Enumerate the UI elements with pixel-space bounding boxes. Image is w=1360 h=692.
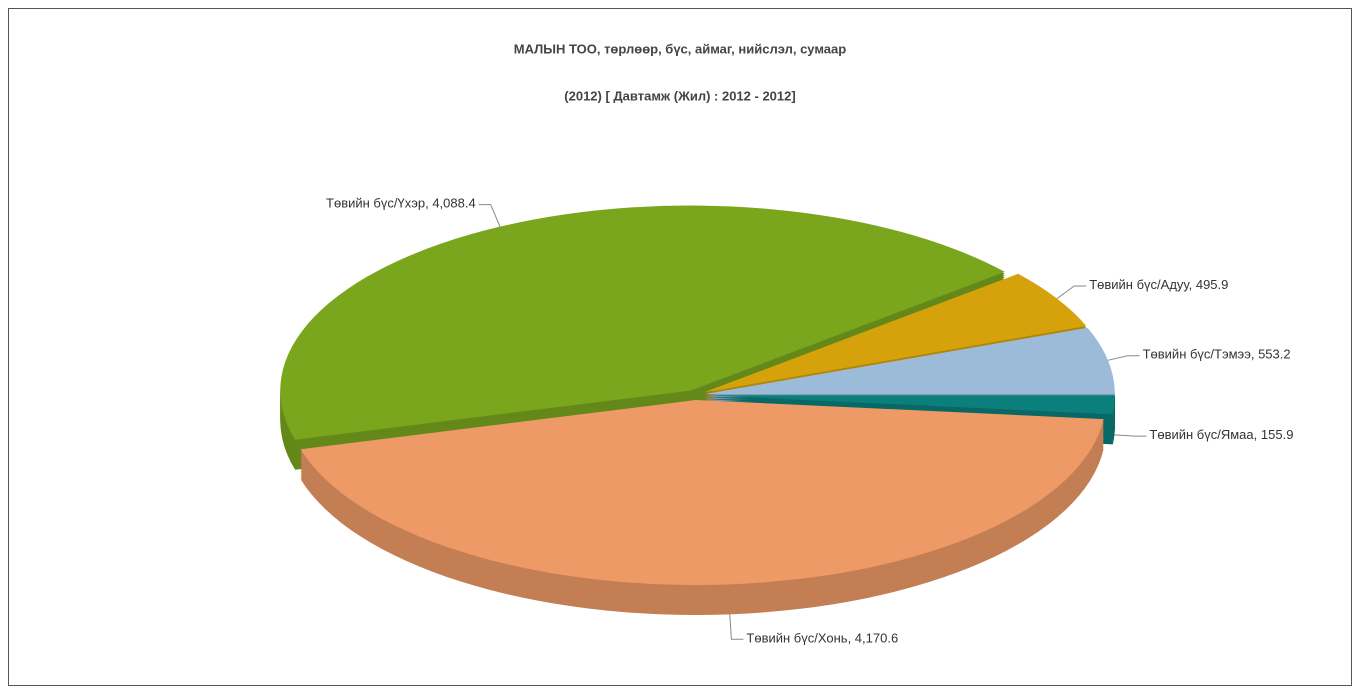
data-label: Төвийн бүс/Хонь, 4,170.6 (746, 631, 898, 646)
chart-title: МАЛЫН ТОО, төрлөөр, бүс, аймаг, нийслэл,… (514, 41, 846, 56)
label-value: 553.2 (1258, 347, 1291, 362)
slice (703, 273, 1087, 393)
label-value: 495.9 (1196, 277, 1229, 292)
data-label: Төвийн бүс/Адуу, 495.9 (1089, 277, 1228, 292)
label-category: Төвийн бүс/Үхэр (326, 196, 425, 211)
label-category: Төвийн бүс/Ямаа (1149, 428, 1254, 443)
label-separator: , (1254, 428, 1261, 443)
label-separator: , (848, 631, 855, 646)
leader-line (1114, 434, 1147, 437)
data-label: Төвийн бүс/Үхэр, 4,088.4 (326, 196, 476, 211)
leader-line (1056, 285, 1087, 300)
data-label: Төвийн бүс/Тэмээ, 553.2 (1143, 347, 1291, 362)
label-separator: , (1251, 347, 1258, 362)
label-separator: , (425, 196, 432, 211)
label-separator: , (1189, 277, 1196, 292)
label-category: Төвийн бүс/Хонь (746, 631, 847, 646)
leader-line (729, 614, 744, 640)
slice (300, 400, 1104, 585)
label-category: Төвийн бүс/Тэмээ (1143, 347, 1252, 362)
label-value: 155.9 (1261, 428, 1294, 443)
leader-line (478, 204, 501, 227)
slice (705, 395, 1115, 415)
slice (280, 205, 1005, 440)
data-label: Төвийн бүс/Ямаа, 155.9 (1149, 428, 1293, 443)
label-category: Төвийн бүс/Адуу (1089, 277, 1190, 292)
label-value: 4,088.4 (432, 196, 475, 211)
label-value: 4,170.6 (855, 631, 898, 646)
leader-line (1107, 355, 1140, 361)
chart-subtitle: (2012) [ Давтамж (Жил) : 2012 - 2012] (564, 88, 795, 103)
slice (704, 327, 1115, 395)
